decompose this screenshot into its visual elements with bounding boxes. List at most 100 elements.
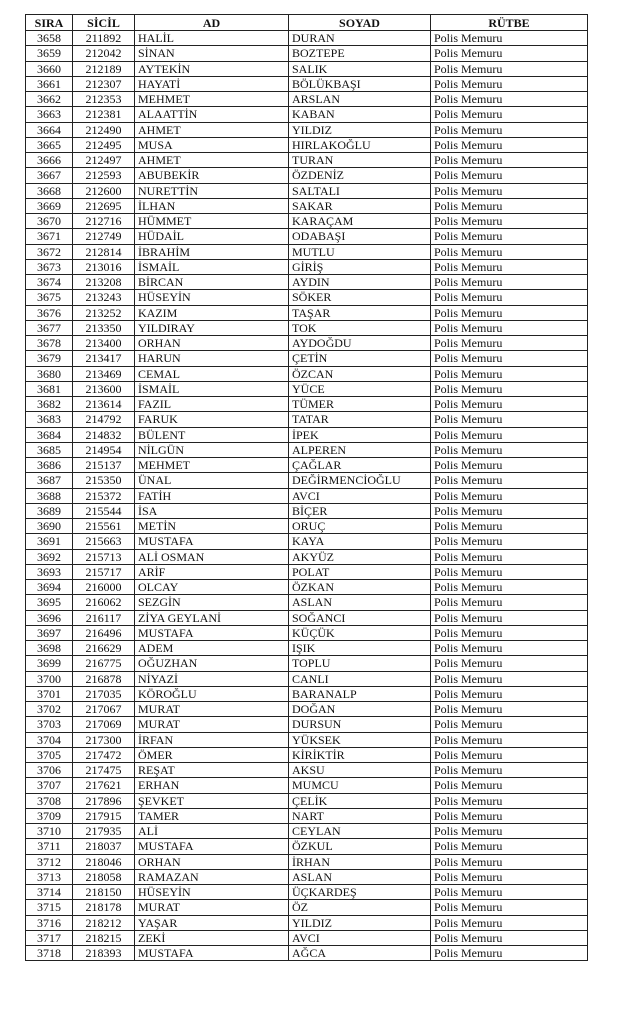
cell-sicil: 212716 [72, 212, 135, 230]
cell-sira: 3689 [25, 502, 73, 520]
table-row: 3663 212381 ALAATTİN KABAN Polis Memuru [25, 106, 588, 123]
cell-soyad: POLAT [288, 563, 431, 581]
table-row: 3713 218058 RAMAZAN ASLAN Polis Memuru [25, 868, 588, 886]
cell-rutbe: Polis Memuru [430, 182, 588, 199]
cell-sicil: 217067 [72, 700, 135, 718]
cell-soyad: AKSU [288, 761, 431, 779]
cell-rutbe: Polis Memuru [430, 136, 588, 154]
table-row: 3697 216496 MUSTAFA KÜÇÜK Polis Memuru [25, 624, 588, 642]
cell-ad: KÖROĞLU [134, 685, 289, 703]
table-row: 3688 215372 FATİH AVCI Polis Memuru [25, 487, 588, 504]
table-row: 3677 213350 YILDIRAY TOK Polis Memuru [25, 319, 588, 337]
cell-rutbe: Polis Memuru [430, 456, 588, 474]
table-row: 3701 217035 KÖROĞLU BARANALP Polis Memuru [25, 685, 588, 703]
cell-rutbe: Polis Memuru [430, 746, 588, 764]
cell-sira: 3683 [25, 411, 73, 428]
cell-soyad: GİRİŞ [288, 258, 431, 276]
cell-sicil: 217896 [72, 792, 135, 809]
cell-sira: 3674 [25, 273, 73, 291]
cell-ad: İSMAİL [134, 258, 289, 276]
cell-rutbe: Polis Memuru [430, 899, 588, 916]
cell-sira: 3718 [25, 944, 73, 962]
cell-soyad: SAKAR [288, 197, 431, 215]
cell-soyad: KAYA [288, 533, 431, 550]
table-row: 3668 212600 NURETTİN SALTALI Polis Memuru [25, 182, 588, 199]
cell-rutbe: Polis Memuru [430, 838, 588, 855]
cell-ad: ORHAN [134, 853, 289, 870]
cell-sira: 3686 [25, 456, 73, 474]
cell-sira: 3664 [25, 121, 73, 138]
cell-rutbe: Polis Memuru [430, 395, 588, 413]
table-row: 3683 214792 FARUK TATAR Polis Memuru [25, 411, 588, 428]
table-row: 3670 212716 HÜMMET KARAÇAM Polis Memuru [25, 212, 588, 230]
cell-ad: CEMAL [134, 365, 289, 382]
cell-soyad: ÖZCAN [288, 365, 431, 382]
table-row: 3687 215350 ÜNAL DEĞİRMENCİOĞLU Polis Memuru [25, 472, 588, 489]
cell-soyad: İPEK [288, 426, 431, 443]
header-sira: SIRA [25, 14, 73, 31]
cell-rutbe: Polis Memuru [430, 533, 588, 550]
cell-sicil: 218150 [72, 883, 135, 901]
cell-soyad: YILDIZ [288, 121, 431, 138]
cell-soyad: AKYÜZ [288, 548, 431, 565]
cell-sicil: 213600 [72, 380, 135, 398]
table-row: 3706 217475 REŞAT AKSU Polis Memuru [25, 761, 588, 779]
cell-soyad: MUTLU [288, 243, 431, 260]
cell-sira: 3703 [25, 716, 73, 733]
cell-sicil: 218215 [72, 929, 135, 947]
cell-ad: OLCAY [134, 578, 289, 596]
cell-rutbe: Polis Memuru [430, 151, 588, 169]
cell-rutbe: Polis Memuru [430, 578, 588, 596]
cell-rutbe: Polis Memuru [430, 822, 588, 840]
cell-ad: SİNAN [134, 45, 289, 62]
table-row: 3662 212353 MEHMET ARSLAN Polis Memuru [25, 90, 588, 108]
cell-rutbe: Polis Memuru [430, 243, 588, 260]
cell-ad: MUSTAFA [134, 533, 289, 550]
cell-ad: HALİL [134, 29, 289, 47]
cell-soyad: SÖKER [288, 289, 431, 306]
table-row: 3710 217935 ALİ CEYLAN Polis Memuru [25, 822, 588, 840]
cell-rutbe: Polis Memuru [430, 365, 588, 382]
cell-sira: 3716 [25, 914, 73, 931]
cell-ad: MEHMET [134, 90, 289, 108]
cell-soyad: TOK [288, 319, 431, 337]
table-row: 3661 212307 HAYATİ BÖLÜKBAŞI Polis Memuru [25, 75, 588, 93]
cell-sira: 3658 [25, 29, 73, 47]
cell-rutbe: Polis Memuru [430, 90, 588, 108]
cell-sira: 3677 [25, 319, 73, 337]
cell-sira: 3665 [25, 136, 73, 154]
cell-soyad: ALPEREN [288, 441, 431, 459]
table-row: 3707 217621 ERHAN MUMCU Polis Memuru [25, 777, 588, 794]
cell-sicil: 218393 [72, 944, 135, 962]
table-row: 3715 218178 MURAT ÖZ Polis Memuru [25, 899, 588, 916]
cell-rutbe: Polis Memuru [430, 197, 588, 215]
cell-ad: MEHMET [134, 456, 289, 474]
cell-rutbe: Polis Memuru [430, 563, 588, 581]
cell-soyad: ÖZKUL [288, 838, 431, 855]
cell-sicil: 216000 [72, 578, 135, 596]
cell-sicil: 217935 [72, 822, 135, 840]
table-row: 3709 217915 TAMER NART Polis Memuru [25, 807, 588, 825]
cell-sicil: 213469 [72, 365, 135, 382]
cell-soyad: TURAN [288, 151, 431, 169]
cell-sicil: 213016 [72, 258, 135, 276]
cell-sira: 3714 [25, 883, 73, 901]
cell-rutbe: Polis Memuru [430, 350, 588, 367]
table-row: 3699 216775 OĞUZHAN TOPLU Polis Memuru [25, 655, 588, 672]
cell-sicil: 213400 [72, 334, 135, 352]
cell-sicil: 216117 [72, 609, 135, 626]
cell-soyad: TOPLU [288, 655, 431, 672]
cell-soyad: ASLAN [288, 868, 431, 886]
cell-soyad: BÖLÜKBAŞI [288, 75, 431, 93]
cell-sira: 3672 [25, 243, 73, 260]
cell-soyad: AYDOĞDU [288, 334, 431, 352]
cell-soyad: DEĞİRMENCİOĞLU [288, 472, 431, 489]
table-row: 3708 217896 ŞEVKET ÇELİK Polis Memuru [25, 792, 588, 809]
cell-sicil: 216775 [72, 655, 135, 672]
cell-rutbe: Polis Memuru [430, 289, 588, 306]
cell-soyad: KARAÇAM [288, 212, 431, 230]
cell-sicil: 212695 [72, 197, 135, 215]
cell-sira: 3693 [25, 563, 73, 581]
cell-sira: 3660 [25, 60, 73, 77]
table-row: 3672 212814 İBRAHİM MUTLU Polis Memuru [25, 243, 588, 260]
